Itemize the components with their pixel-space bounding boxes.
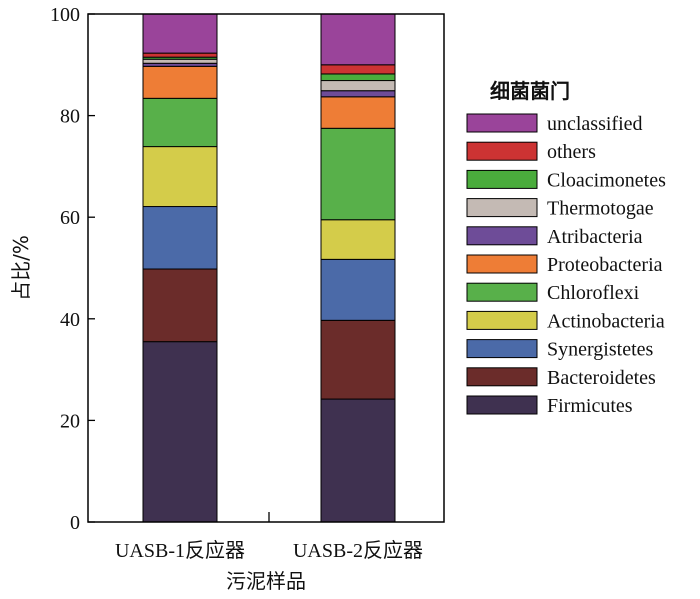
legend-label: Thermotogae [547,198,654,220]
legend-label: unclassified [547,113,643,135]
legend-swatch [466,141,538,161]
bar-segment [320,127,396,221]
x-tick-label: UASB-1反应器 [115,539,245,562]
bar-segment [142,268,218,343]
legend-swatch [466,339,538,359]
bar-segment [320,219,396,260]
legend-label: Bacteroidetes [547,367,656,389]
x-tick-label: UASB-2反应器 [293,539,423,562]
y-tick-label: 20 [60,410,80,432]
y-axis-title: 占比/% [9,235,33,301]
bar-segment [142,97,218,148]
legend-swatch [466,226,538,246]
bar-segment [320,96,396,129]
legend-label: Proteobacteria [547,254,663,276]
plot-frame [87,13,445,523]
y-tick-label: 40 [60,309,80,331]
bar-segment [142,58,218,64]
y-tick-label: 0 [70,512,80,534]
legend-swatch [466,169,538,189]
legend-swatch [466,113,538,133]
legend-label: others [547,141,596,163]
legend-swatch [466,310,538,330]
bars-layer [142,13,396,523]
legend-label: Chloroflexi [547,282,640,304]
legend-label: Atribacteria [547,226,643,248]
bar-segment [320,398,396,523]
bar-segment [142,341,218,523]
bar-segment [320,258,396,321]
legend-swatch [466,395,538,415]
y-tick-label: 80 [60,106,80,128]
legend-label: Firmicutes [547,395,633,417]
legend-label: Actinobacteria [547,310,665,332]
bar-segment [320,319,396,400]
bar-segment [142,206,218,270]
bar-segment [320,13,396,66]
legend-title: 细菌菌门 [490,79,570,103]
legend: unclassified others Cloacimonetes Thermotog… [466,113,666,417]
x-axis-title: 污泥样品 [226,569,306,593]
bar-segment [142,146,218,208]
legend-label: Synergistetes [547,339,654,361]
legend-swatch [466,254,538,274]
y-tick-label: 60 [60,207,80,229]
legend-swatch [466,282,538,302]
bar-segment [320,64,396,75]
legend-swatch [466,198,538,218]
bar-segment [320,73,396,82]
bar-segment [142,65,218,99]
bar-segment [142,52,218,58]
bar-segment [320,90,396,98]
y-tick-label: 100 [50,4,80,26]
legend-swatch [466,367,538,387]
bar-segment [142,13,218,54]
bar-segment [320,80,396,92]
legend-label: Cloacimonetes [547,169,666,191]
x-axis-tick-labels: UASB-1反应器 UASB-2反应器 [115,512,423,562]
